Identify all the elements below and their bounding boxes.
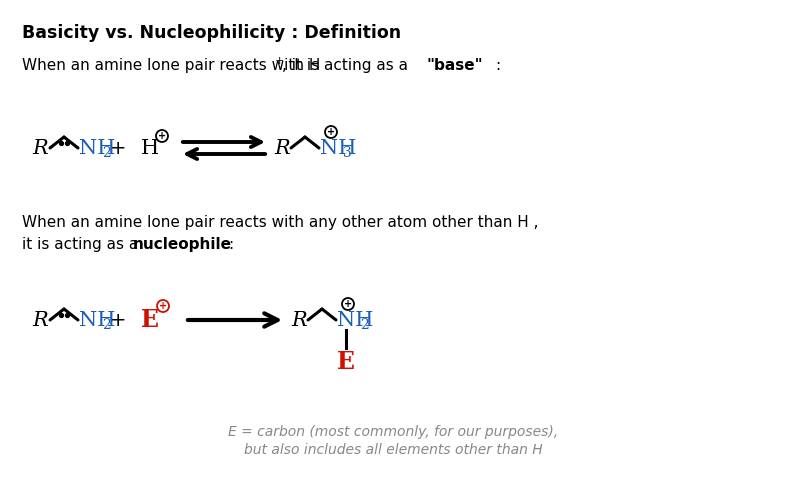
Text: it is acting as a: it is acting as a	[22, 237, 143, 252]
Text: :: :	[228, 237, 233, 252]
Text: H: H	[141, 139, 159, 157]
Text: , it is acting as a: , it is acting as a	[282, 58, 413, 73]
Text: :: :	[495, 58, 500, 73]
Text: R: R	[32, 139, 48, 157]
Text: E: E	[141, 308, 159, 332]
Text: +: +	[275, 56, 285, 66]
Text: 2: 2	[102, 146, 111, 160]
Text: but also includes all elements other than H: but also includes all elements other tha…	[244, 443, 542, 457]
Text: +: +	[110, 139, 127, 157]
Text: 2: 2	[102, 318, 111, 332]
Text: +: +	[344, 299, 352, 309]
Text: nucleophile: nucleophile	[133, 237, 232, 252]
Text: +: +	[159, 301, 167, 311]
Text: R: R	[274, 139, 290, 157]
Text: +: +	[327, 127, 335, 137]
Text: E: E	[337, 350, 355, 374]
Text: R: R	[32, 311, 48, 329]
Text: 3: 3	[343, 146, 352, 160]
Text: NH: NH	[337, 311, 373, 329]
Text: +: +	[110, 311, 127, 329]
Text: When an amine lone pair reacts with H: When an amine lone pair reacts with H	[22, 58, 321, 73]
Text: When an amine lone pair reacts with any other atom other than H ,: When an amine lone pair reacts with any …	[22, 215, 538, 230]
Text: NH: NH	[79, 139, 116, 157]
Text: 2: 2	[360, 318, 369, 332]
Text: NH: NH	[320, 139, 356, 157]
Text: "base": "base"	[427, 58, 483, 73]
Text: R: R	[292, 311, 307, 329]
Text: E = carbon (most commonly, for our purposes),: E = carbon (most commonly, for our purpo…	[228, 425, 558, 439]
Text: NH: NH	[79, 311, 116, 329]
Text: Basicity vs. Nucleophilicity : Definition: Basicity vs. Nucleophilicity : Definitio…	[22, 24, 401, 42]
Text: +: +	[158, 131, 166, 141]
